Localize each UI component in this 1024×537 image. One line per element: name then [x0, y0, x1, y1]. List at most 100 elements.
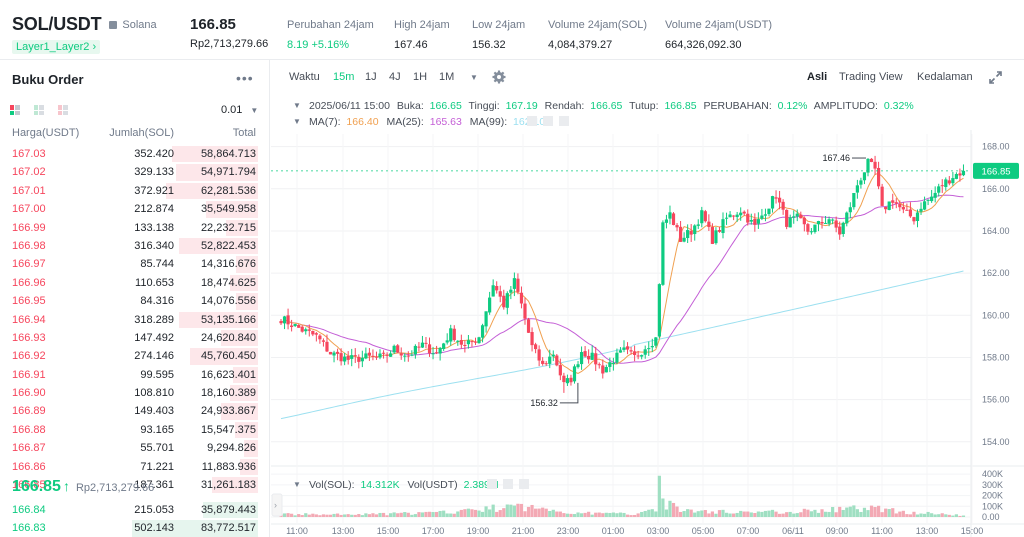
candle-body — [519, 292, 524, 304]
view-original[interactable]: Asli — [807, 71, 828, 83]
ma-visibility-icon[interactable] — [527, 116, 537, 126]
ohlc-high-label: Tinggi: — [469, 100, 500, 112]
x-tick-label: 06/11 — [782, 526, 804, 536]
volume-bar — [770, 509, 775, 517]
ask-row[interactable]: 166.94 318.289 53,135.166 — [0, 311, 270, 329]
volume-bar — [530, 504, 534, 517]
ask-row[interactable]: 166.87 55.701 9,294.826 — [0, 439, 270, 457]
vol-tick-label: 400K — [982, 469, 1003, 479]
ask-row[interactable]: 166.86 71.221 11,883.936 — [0, 458, 270, 476]
volume-bar — [951, 515, 955, 517]
ask-row[interactable]: 166.88 93.165 15,547.375 — [0, 421, 270, 439]
volume-bar — [611, 512, 615, 517]
ask-row[interactable]: 166.98 316.340 52,822.453 — [0, 237, 270, 255]
view-depth[interactable]: Kedalaman — [917, 71, 973, 83]
volume-bars — [279, 475, 966, 517]
vol-collapse-icon[interactable]: ▼ — [293, 480, 301, 489]
volume-bar — [502, 508, 506, 517]
view-tradingview[interactable]: Trading View — [839, 71, 903, 83]
mid-price[interactable]: 166.85 — [12, 478, 61, 495]
candlestick-chart[interactable]: 168.00 166.00 164.00 162.00 160.00 158.00 156.… — [271, 94, 1024, 537]
candle-body — [544, 363, 548, 365]
category-tag[interactable]: Layer1_Layer2 › — [12, 40, 101, 54]
interval-1h[interactable]: 1H — [413, 71, 428, 83]
more-options-icon[interactable]: ••• — [236, 70, 254, 86]
ma-close-icon[interactable] — [559, 116, 569, 126]
bid-total: 35,879.443 — [200, 504, 256, 516]
volume-bar — [954, 514, 958, 517]
volume-bar — [944, 514, 948, 517]
candle-body — [866, 158, 870, 173]
gear-icon[interactable] — [492, 70, 506, 84]
ma-settings-icon[interactable] — [543, 116, 553, 126]
ask-row[interactable]: 166.89 149.403 24,933.867 — [0, 402, 270, 420]
x-tick-label: 05:00 — [692, 526, 715, 536]
view-both-icon[interactable] — [10, 105, 20, 115]
volume-bar — [360, 515, 364, 517]
candle-body — [608, 362, 612, 367]
volume-bar — [544, 508, 548, 517]
vol-settings-icon[interactable] — [503, 479, 513, 489]
ohlc-high: 167.19 — [506, 100, 538, 112]
stat-label: Low 24jam — [472, 19, 526, 31]
ask-row[interactable]: 167.00 212.874 35,549.958 — [0, 200, 270, 218]
volume-bar — [541, 507, 545, 517]
ask-row[interactable]: 167.02 329.133 54,971.794 — [0, 163, 270, 181]
ask-row[interactable]: 166.97 85.744 14,316.676 — [0, 255, 270, 273]
volume-bar — [859, 511, 863, 517]
col-qty: Jumlah(SOL) — [109, 127, 174, 139]
depth-bar — [179, 311, 258, 328]
volume-bar — [661, 498, 665, 517]
ma-collapse-icon[interactable]: ▼ — [293, 117, 301, 126]
precision-select[interactable]: 0.01 ▼ — [221, 104, 258, 116]
vol-close-icon[interactable] — [519, 479, 529, 489]
ask-row[interactable]: 166.99 133.138 22,232.715 — [0, 219, 270, 237]
candle-body — [325, 341, 329, 352]
ask-row[interactable]: 167.03 352.420 58,864.713 — [0, 145, 270, 163]
depth-bar — [221, 403, 258, 420]
more-intervals-icon[interactable]: ▼ — [470, 73, 478, 82]
bid-row[interactable]: 166.83 502.143 83,772.517 — [0, 519, 270, 537]
candle-body — [473, 341, 478, 343]
ask-row[interactable]: 166.95 84.316 14,076.556 — [0, 292, 270, 310]
candle-body — [714, 230, 718, 244]
ask-row[interactable]: 166.93 147.492 24,620.840 — [0, 329, 270, 347]
ask-row[interactable]: 166.96 110.653 18,474.625 — [0, 274, 270, 292]
ask-row[interactable]: 166.90 108.810 18,160.389 — [0, 384, 270, 402]
depth-bar — [244, 440, 258, 457]
interval-15m[interactable]: 15m — [333, 71, 355, 83]
ask-row[interactable]: 166.91 99.595 16,623.401 — [0, 366, 270, 384]
candle-body — [855, 185, 859, 193]
stat-high: High 24jam 167.46 — [394, 19, 450, 51]
volume-bar — [693, 512, 697, 517]
legend-collapse-icon[interactable]: ▼ — [293, 101, 301, 110]
candle-body — [710, 227, 715, 244]
volume-bar — [403, 512, 407, 517]
ask-row[interactable]: 166.92 274.146 45,760.450 — [0, 347, 270, 365]
candle-body — [654, 337, 658, 346]
ma-line — [280, 194, 964, 364]
candle-body — [314, 333, 318, 335]
ask-row[interactable]: 166.85 187.361 31,261.183 — [0, 476, 270, 494]
view-asks-icon[interactable] — [58, 105, 68, 115]
candle-body — [862, 172, 867, 181]
pair-name[interactable]: SOL/USDT — [12, 14, 102, 34]
coin-name[interactable]: Solana — [122, 18, 157, 31]
volume-bar — [491, 504, 495, 517]
view-bids-icon[interactable] — [34, 105, 44, 115]
volume-bar — [434, 511, 439, 517]
candle-body — [360, 357, 364, 362]
volume-bar — [707, 513, 711, 517]
ask-row[interactable]: 167.01 372.921 62,281.536 — [0, 182, 270, 200]
interval-1j[interactable]: 1J — [365, 71, 377, 83]
interval-4j[interactable]: 4J — [389, 71, 401, 83]
ma-line — [280, 172, 964, 374]
ohlc-close: 166.85 — [664, 100, 696, 112]
fullscreen-icon[interactable] — [989, 71, 1002, 84]
bid-row[interactable]: 166.84 215.053 35,879.443 — [0, 501, 270, 519]
interval-1m[interactable]: 1M — [439, 71, 455, 83]
volume-bar — [357, 514, 361, 517]
collapse-panel-handle[interactable] — [271, 493, 283, 517]
vol-visibility-icon[interactable] — [487, 479, 497, 489]
ohlc-low: 166.65 — [590, 100, 622, 112]
